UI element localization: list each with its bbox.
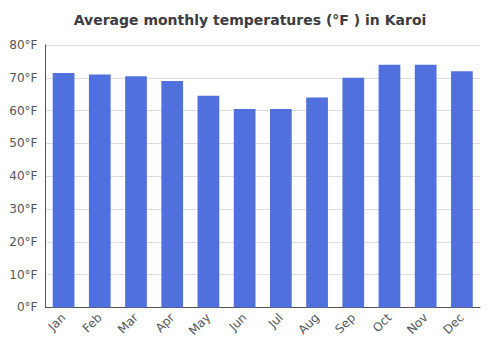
svg-text:Average monthly temperatures (: Average monthly temperatures (°F ) in Ka… bbox=[74, 12, 427, 28]
svg-text:Oct: Oct bbox=[370, 310, 395, 335]
svg-text:50°F: 50°F bbox=[9, 136, 37, 150]
svg-text:10°F: 10°F bbox=[9, 268, 37, 282]
svg-text:60°F: 60°F bbox=[9, 104, 37, 118]
svg-text:Dec: Dec bbox=[441, 311, 467, 337]
svg-text:Jan: Jan bbox=[45, 311, 69, 335]
svg-text:20°F: 20°F bbox=[9, 235, 37, 249]
svg-text:80°F: 80°F bbox=[9, 38, 37, 52]
svg-text:Mar: Mar bbox=[115, 310, 141, 336]
svg-text:Sep: Sep bbox=[332, 311, 358, 337]
svg-text:Jun: Jun bbox=[226, 311, 250, 335]
svg-text:Apr: Apr bbox=[153, 310, 178, 335]
svg-text:Feb: Feb bbox=[80, 311, 105, 336]
svg-text:Aug: Aug bbox=[296, 311, 322, 337]
svg-text:30°F: 30°F bbox=[9, 202, 37, 216]
svg-text:Jul: Jul bbox=[265, 311, 286, 332]
svg-text:May: May bbox=[186, 311, 213, 338]
svg-text:40°F: 40°F bbox=[9, 169, 37, 183]
svg-text:Nov: Nov bbox=[404, 311, 430, 337]
svg-text:70°F: 70°F bbox=[9, 71, 37, 85]
svg-text:0°F: 0°F bbox=[17, 300, 38, 314]
